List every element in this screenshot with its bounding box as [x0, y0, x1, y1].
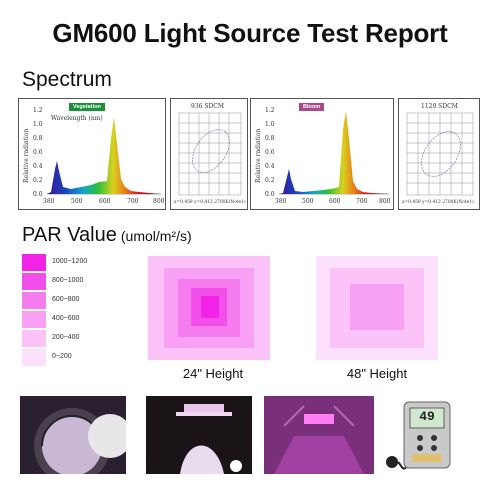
par-meter-photo: 49: [384, 396, 478, 474]
report-title: GM600 Light Source Test Report: [52, 18, 448, 48]
y-tick: 1.2: [265, 107, 275, 114]
par-heading: PAR Value (umol/m²/s): [22, 224, 192, 247]
x-tick: 380: [275, 198, 287, 205]
par-zone: [350, 284, 404, 330]
x-tick: 800: [153, 198, 165, 205]
x-tick: 700: [127, 198, 139, 205]
y-tick: 1.0: [265, 121, 275, 128]
chromaticity-header: 936 SDCM: [191, 103, 224, 110]
spectrum-heading: Spectrum: [22, 68, 112, 91]
chromaticity-footer: x=0.458 y=0.412 2700K(Note1): [174, 200, 246, 205]
legend-swatch: [22, 311, 46, 328]
x-tick: 800: [379, 198, 391, 205]
vegetation-spectrum-curve: [47, 117, 161, 194]
par-zone: [201, 296, 219, 318]
legend-label: 400~600: [52, 315, 80, 322]
y-tick: 0.8: [33, 135, 43, 142]
par-map-24-caption: 24" Height: [182, 366, 244, 381]
grow-tent-photo: [264, 396, 374, 474]
chromaticity-grid: [178, 112, 242, 196]
vegetation-spectrum-chart: Vegetation Wavelength (nm) Relative radi…: [18, 98, 166, 210]
bloom-y-ticks: 1.2 1.0 0.8 0.6 0.4 0.2 0.0: [265, 107, 275, 198]
par-title: PAR Value: [22, 224, 117, 246]
chromaticity-footer: x=0.459 y=0.412 2700K(Note1): [402, 200, 474, 205]
legend-swatch: [22, 292, 46, 309]
legend-label: 200~400: [52, 334, 80, 341]
x-tick: 500: [302, 198, 314, 205]
x-tick: 700: [356, 198, 368, 205]
chromaticity-ellipse: [192, 129, 230, 173]
vegetation-y-ticks: 1.2 1.0 0.8 0.6 0.4 0.2 0.0: [33, 107, 43, 198]
y-tick: 0.4: [265, 163, 275, 170]
y-tick: 0.4: [33, 163, 43, 170]
y-tick: 0.0: [265, 191, 275, 198]
vegetation-x-ticks: 380 500 600 700 800: [43, 198, 165, 205]
legend-label: 1000~1200: [52, 258, 88, 265]
y-tick: 1.2: [33, 107, 43, 114]
x-tick: 600: [99, 198, 111, 205]
bloom-badge: Bloom: [299, 103, 325, 111]
vegetation-badge: Vegetation: [69, 103, 105, 111]
vegetation-y-axis-title: Relative radiation: [23, 129, 30, 183]
chromaticity-header: 1120 SDCM: [421, 103, 458, 110]
y-tick: 0.6: [265, 149, 275, 156]
legend-swatch: [22, 349, 46, 366]
bloom-spectrum-chart: Bloom Relative radiation 1.2 1.0 0.8 0.6…: [250, 98, 394, 210]
bloom-spectrum-curve: [279, 111, 389, 194]
meter-reading: 49: [419, 409, 435, 424]
legend-swatch: [22, 330, 46, 347]
chromaticity-grid: [406, 112, 474, 196]
legend-label: 600~800: [52, 296, 80, 303]
chromaticity-ellipse: [421, 131, 461, 177]
bloom-y-axis-title: Relative radiation: [255, 129, 262, 183]
legend-label: 0~200: [52, 353, 72, 360]
y-tick: 0.0: [33, 191, 43, 198]
y-tick: 0.2: [33, 177, 43, 184]
y-tick: 0.2: [265, 177, 275, 184]
y-tick: 1.0: [33, 121, 43, 128]
y-tick: 0.8: [265, 135, 275, 142]
sphere-photo: [20, 396, 126, 474]
lamp-photo: [146, 396, 252, 474]
x-tick: 600: [329, 198, 341, 205]
bloom-chromaticity-chart: 1120 SDCM x=0.459 y=0.412 2700K(Note1): [398, 98, 480, 210]
wavelength-axis-title: Wavelength (nm): [51, 115, 103, 122]
par-map-48-caption: 48" Height: [346, 366, 408, 381]
legend-swatch: [22, 254, 46, 271]
legend-swatch: [22, 273, 46, 290]
vegetation-chromaticity-chart: 936 SDCM x=0.458 y=0.412 2700K(Note1): [170, 98, 248, 210]
bloom-x-ticks: 380 500 600 700 800: [275, 198, 391, 205]
x-tick: 380: [43, 198, 55, 205]
par-unit: (umol/m²/s): [120, 228, 192, 244]
x-tick: 500: [71, 198, 83, 205]
y-tick: 0.6: [33, 149, 43, 156]
legend-label: 800~1000: [52, 277, 84, 284]
